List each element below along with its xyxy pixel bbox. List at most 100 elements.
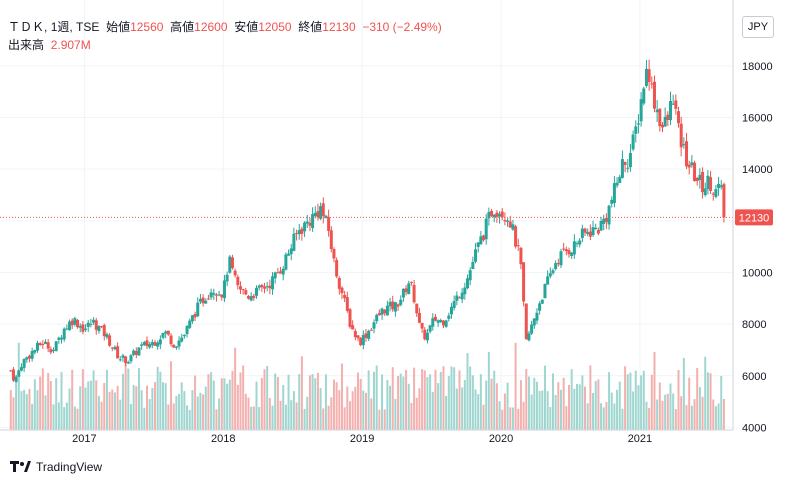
candle-body <box>225 274 229 282</box>
candle-body <box>348 309 352 327</box>
volume-bar <box>15 379 18 430</box>
volume-bar <box>709 373 712 430</box>
candle-body <box>27 355 31 359</box>
candle-body <box>642 88 646 104</box>
candle-body <box>353 330 357 338</box>
candle-body <box>246 295 250 299</box>
volume-bar <box>698 387 701 430</box>
volume-bar <box>642 370 645 430</box>
tradingview-branding[interactable]: TradingView <box>10 460 102 474</box>
volume-bar <box>223 378 226 430</box>
volume-bar <box>119 399 122 430</box>
price-tick-label: 4000 <box>742 422 766 434</box>
interval[interactable]: 1週 <box>50 20 70 34</box>
volume-bar <box>549 407 552 430</box>
volume-bar <box>308 375 311 430</box>
candle-body <box>380 308 384 315</box>
volume-bar <box>415 397 418 430</box>
volume-bar <box>722 398 725 430</box>
candle-body <box>257 285 261 288</box>
candle-body <box>626 167 630 169</box>
volume-bar <box>282 385 285 430</box>
volume-bar <box>132 384 135 430</box>
volume-bar <box>172 403 175 430</box>
volume-bar <box>279 400 282 430</box>
candle-body <box>271 276 275 290</box>
candle-body <box>652 81 656 109</box>
volume-bar <box>9 390 12 430</box>
candle-body <box>78 326 82 328</box>
close-value: 12130 <box>322 20 356 34</box>
candle-body <box>172 344 176 348</box>
volume-bar <box>466 353 469 430</box>
candlesticks <box>9 59 726 383</box>
candle-body <box>628 152 632 168</box>
candle-body <box>52 350 56 352</box>
candle-body <box>639 99 643 122</box>
volume-bar <box>346 386 349 430</box>
volume-bar <box>129 404 132 430</box>
candle-body <box>190 315 194 322</box>
volume-bar <box>485 380 488 430</box>
candle-body <box>319 206 323 219</box>
candle-body <box>492 214 496 218</box>
open-value: 12560 <box>130 20 164 34</box>
candle-body <box>487 211 491 219</box>
candle-body <box>591 227 595 236</box>
candle-body <box>551 270 555 274</box>
volume-bar <box>290 400 293 430</box>
candle-body <box>722 184 726 218</box>
candle-body <box>407 283 411 295</box>
volume-bar <box>482 404 485 430</box>
candle-body <box>140 344 144 346</box>
candle-body <box>401 288 405 298</box>
volume-bar <box>57 402 60 430</box>
candle-body <box>180 337 184 342</box>
volume-bar <box>453 367 456 430</box>
candle-body <box>108 335 112 346</box>
volume-bar <box>23 389 26 430</box>
candle-body <box>30 351 34 359</box>
volume-bar <box>455 388 458 430</box>
candle-body <box>631 134 635 150</box>
candle-body <box>660 124 664 128</box>
candle-body <box>586 232 590 235</box>
volume-bar <box>653 351 656 430</box>
candle-body <box>522 262 526 302</box>
volume-bar <box>570 369 573 430</box>
volume-bar <box>330 397 333 430</box>
volume-bar <box>127 368 130 430</box>
symbol-name[interactable]: ＴＤＫ <box>8 20 45 34</box>
candle-body <box>575 243 579 245</box>
currency-button[interactable]: JPY <box>742 16 774 38</box>
volume-bar <box>530 394 533 430</box>
candle-body <box>305 221 309 224</box>
candle-body <box>44 341 47 344</box>
candle-body <box>578 240 582 245</box>
volume-bar <box>712 399 715 430</box>
volume-bar <box>52 404 55 430</box>
candle-body <box>479 236 483 245</box>
candle-body <box>201 297 205 304</box>
volume-bar <box>65 402 68 430</box>
volume-bar <box>661 400 664 430</box>
candle-body <box>594 227 598 230</box>
volume-bar <box>354 386 357 430</box>
volume-bar <box>522 401 525 430</box>
volume-bar <box>375 365 378 430</box>
volume-bar <box>63 407 66 430</box>
candle-body <box>359 337 363 346</box>
candle-body <box>554 263 558 270</box>
volume-bar <box>199 392 202 430</box>
volume-bar <box>535 381 538 430</box>
volume-bar <box>573 388 576 430</box>
candle-body <box>452 301 456 309</box>
volume-bar <box>258 407 261 430</box>
candle-body <box>311 214 315 228</box>
volume-bar <box>178 393 181 430</box>
candle-body <box>327 217 331 231</box>
volume-bar <box>370 398 373 430</box>
volume-bar <box>487 351 490 430</box>
volume-legend: 出来高 2.907M <box>8 36 91 53</box>
